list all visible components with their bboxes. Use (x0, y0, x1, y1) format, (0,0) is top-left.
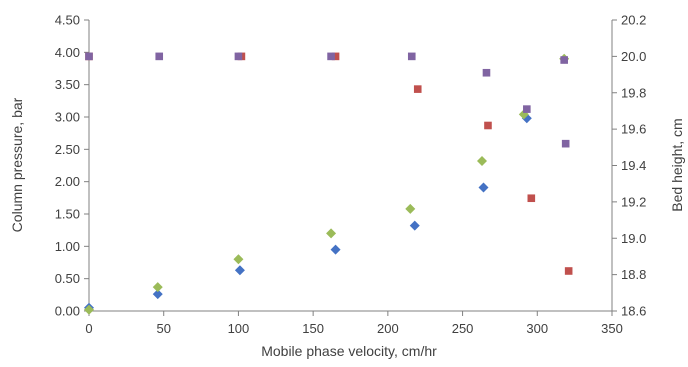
y-left-tick-label: 4.00 (55, 45, 80, 60)
y-right-tick-label: 19.4 (621, 158, 646, 173)
x-tick-label: 150 (302, 321, 324, 336)
y-left-tick-label: 2.50 (55, 142, 80, 157)
data-point-series-1 (409, 220, 420, 231)
data-point-series-4 (560, 56, 568, 64)
x-tick-label: 0 (85, 321, 92, 336)
data-point-series-4 (234, 52, 243, 61)
y-right-tick-label: 19.0 (621, 231, 646, 246)
data-point-series-2 (152, 282, 163, 293)
y-left-tick-label: 2.00 (55, 174, 80, 189)
x-tick-label: 100 (228, 321, 250, 336)
data-point-series-4 (561, 139, 570, 148)
y-left-tick-label: 1.00 (55, 239, 80, 254)
data-point-series-4 (523, 105, 531, 113)
data-point-series-2 (476, 155, 487, 166)
y-right-tick-label: 20.0 (621, 49, 646, 64)
data-marks (84, 52, 573, 315)
data-point-series-3 (527, 194, 536, 203)
data-point-series-1 (152, 289, 163, 300)
data-point-series-2 (233, 254, 244, 265)
y-right-tick-label: 19.8 (621, 85, 646, 100)
y-right-tick-label: 18.6 (621, 304, 646, 319)
x-tick-label: 300 (526, 321, 548, 336)
data-point-series-4 (155, 52, 164, 61)
data-point-series-1 (478, 182, 489, 193)
axes: 0 50 100 150 200 250 300 350 0.00 0.50 1.00 1.50 2.0… (55, 13, 647, 337)
y-right-tick-label: 19.2 (621, 194, 646, 209)
data-point-series-2 (326, 228, 337, 239)
y-left-axis-title: Column pressure, bar (9, 97, 25, 232)
y-right-tick-label: 19.6 (621, 122, 646, 137)
x-tick-label: 50 (156, 321, 170, 336)
y-left-tick-label: 4.50 (55, 13, 80, 28)
data-point-series-2 (84, 304, 94, 315)
data-point-series-3 (564, 267, 573, 275)
data-point-series-1 (234, 265, 245, 276)
x-tick-label: 200 (377, 321, 399, 336)
y-left-tick-label: 0.50 (55, 271, 80, 286)
data-point-series-3 (484, 121, 492, 130)
y-left-tick-label: 0.00 (55, 304, 80, 319)
y-right-tick-label: 18.8 (621, 267, 646, 282)
x-tick-label: 350 (601, 321, 623, 336)
y-left-tick-label: 3.00 (55, 110, 80, 125)
data-point-series-1 (330, 244, 341, 255)
y-left-tick-label: 1.50 (55, 207, 80, 222)
data-point-series-4 (407, 52, 416, 61)
y-right-tick-label: 20.2 (621, 13, 646, 28)
data-point-series-4 (85, 52, 93, 61)
x-tick-label: 250 (452, 321, 474, 336)
x-axis-title: Mobile phase velocity, cm/hr (261, 343, 437, 359)
data-point-series-3 (413, 85, 422, 93)
y-left-tick-label: 3.50 (55, 77, 80, 92)
data-point-series-4 (327, 52, 335, 61)
y-right-axis-title: Bed height, cm (669, 118, 685, 211)
data-point-series-3 (331, 52, 340, 61)
data-point-series-4 (482, 68, 491, 77)
data-point-series-2 (405, 203, 416, 214)
